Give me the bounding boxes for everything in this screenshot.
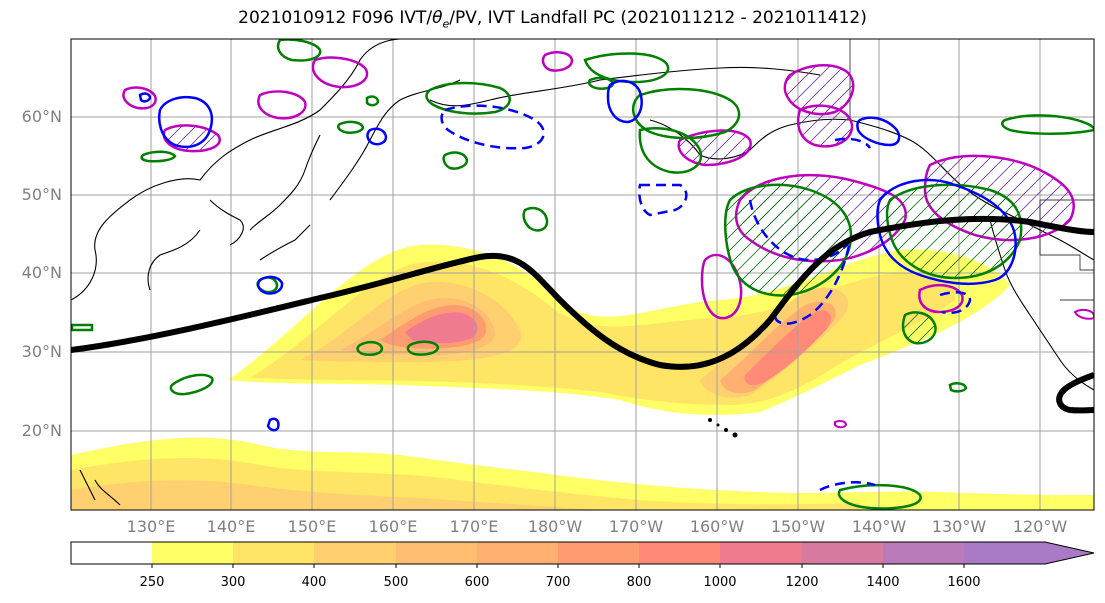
colorbar-bin-5	[477, 542, 558, 564]
title-prefix: 2021010912 F096 IVT/	[238, 8, 433, 28]
lon-label-140w: 140°W	[851, 517, 907, 536]
jet-contour	[71, 215, 1094, 414]
lon-label-160e: 160°E	[368, 517, 418, 536]
colorbar-label-1400: 1400	[866, 575, 900, 590]
colorbar-bin-10	[883, 542, 964, 564]
colorbar-bin-3	[314, 542, 396, 564]
title-theta: θ	[432, 8, 443, 28]
lat-label-60n: 60°N	[21, 107, 62, 126]
lon-label-150e: 150°E	[287, 517, 337, 536]
ivt-level-1000	[405, 312, 478, 344]
lat-label-50n: 50°N	[21, 185, 62, 204]
colorbar-extend-arrow	[1045, 542, 1094, 564]
ivt-filled-contours	[71, 244, 1094, 510]
colorbar-bin-11	[964, 542, 1045, 564]
lon-label-150w: 150°W	[770, 517, 826, 536]
lat-label-20n: 20°N	[21, 421, 62, 440]
colorbar-label-1200: 1200	[785, 575, 819, 590]
colorbar-label-250: 250	[139, 575, 165, 590]
lon-label-170w: 170°W	[608, 517, 664, 536]
colorbar-bin-4	[396, 542, 477, 564]
lat-label-40n: 40°N	[21, 263, 62, 282]
colorbar-frame	[70, 541, 1095, 565]
hawaii-islands	[708, 418, 738, 438]
colorbar-ticks	[151, 564, 965, 568]
lon-label-130w: 130°W	[931, 517, 987, 536]
lon-label-130e: 130°E	[126, 517, 176, 536]
lon-label-140e: 140°E	[206, 517, 256, 536]
colorbar-label-600: 600	[464, 575, 490, 590]
ivt-level-1000b	[744, 310, 831, 386]
colorbar-bin-7	[639, 542, 720, 564]
lon-label-160w: 160°W	[689, 517, 745, 536]
colorbar-label-400: 400	[301, 575, 327, 590]
title-theta-sub: e	[442, 17, 450, 31]
theta-e-positive-contours	[71, 39, 1094, 510]
ivt-south-400	[71, 480, 600, 510]
colorbar-bin-2	[233, 542, 314, 564]
lon-label-120w: 120°W	[1012, 517, 1068, 536]
colorbar-label-500: 500	[383, 575, 409, 590]
lon-label-170e: 170°E	[449, 517, 499, 536]
lat-label-30n: 30°N	[21, 342, 62, 361]
colorbar-bin-6	[558, 542, 639, 564]
colorbar	[70, 541, 1095, 568]
colorbar-bin-8	[720, 542, 802, 564]
colorbar-bin-0	[71, 542, 152, 564]
theta-e-negative-contours	[138, 79, 1017, 432]
theta-e-negative-dashed	[440, 104, 972, 492]
colorbar-label-700: 700	[545, 575, 571, 590]
colorbar-bin-9	[802, 542, 883, 564]
title-suffix: /PV, IVT Landfall PC (2021011212 - 20210…	[449, 8, 867, 28]
map-title: 2021010912 F096 IVT/θe/PV, IVT Landfall …	[0, 8, 1105, 30]
lon-label-180w: 180°W	[527, 517, 583, 536]
colorbar-label-300: 300	[220, 575, 246, 590]
colorbar-bin-1	[152, 542, 233, 564]
colorbar-label-800: 800	[626, 575, 652, 590]
colorbar-label-1600: 1600	[947, 575, 981, 590]
map-frame	[70, 38, 1095, 511]
map-plot-area	[71, 39, 1094, 510]
colorbar-label-1000: 1000	[703, 575, 737, 590]
